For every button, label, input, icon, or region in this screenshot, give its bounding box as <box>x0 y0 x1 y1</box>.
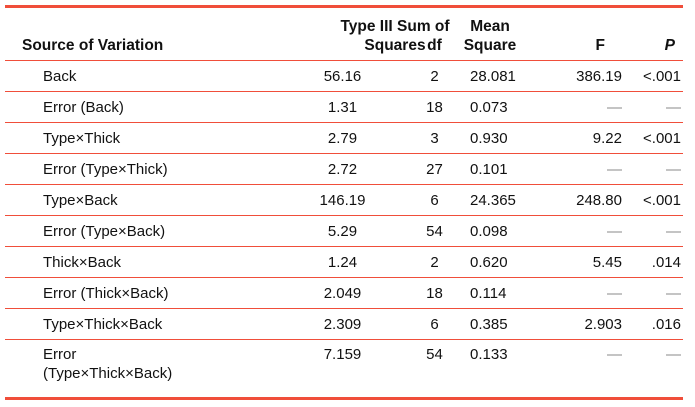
cell-df: 6 <box>400 308 455 340</box>
table-row: Type×Thick 2.79 3 0.930 9.22 <.001 <box>5 122 683 154</box>
table-row: Back 56.16 2 28.081 386.19 <.001 <box>5 60 683 92</box>
table-row: Error (Back) 1.31 18 0.073— — <box>5 91 683 123</box>
cell-p: .016 <box>630 308 683 340</box>
cell-ss: 2.049 <box>230 277 400 309</box>
table-row: Error (Type×Thick×Back) 7.159 54 0.133 — — <box>5 340 683 399</box>
cell-ms: 0.385 <box>455 308 550 340</box>
cell-f: 9.22 <box>550 122 630 154</box>
cell-p: — <box>630 215 683 247</box>
cell-ss: 2.79 <box>230 122 400 154</box>
cell-p: — <box>630 153 683 185</box>
cell-ms: 0.073 <box>455 91 550 123</box>
cell-ms: 0.133 <box>470 346 508 363</box>
cell-df: 2 <box>400 246 455 278</box>
cell-p: .014 <box>630 246 683 278</box>
table-row: Error (Thick×Back) 2.049 18 0.114— — <box>5 277 683 309</box>
header-row: Source of Variation Type III Sum of Squa… <box>5 6 683 61</box>
cell-ss: 56.16 <box>230 60 400 92</box>
cell-source: Error (Back) <box>5 91 230 123</box>
cell-f: 2.903 <box>550 308 630 340</box>
header-source: Source of Variation <box>5 6 230 61</box>
cell-ms: 0.930 <box>455 122 550 154</box>
table-row: Error (Type×Back) 5.29 54 0.098— — <box>5 215 683 247</box>
cell-f: — <box>607 346 622 363</box>
cell-source: Error (Thick×Back) <box>5 277 230 309</box>
table-row: Type×Thick×Back 2.309 6 0.385 2.903.016 <box>5 308 683 340</box>
cell-f: — <box>550 277 630 309</box>
cell-df: 18 <box>400 277 455 309</box>
table-row: Type×Back 146.19 6 24.365 248.80 <.001 <box>5 184 683 216</box>
cell-f: 248.80 <box>550 184 630 216</box>
cell-p: <.001 <box>630 184 683 216</box>
cell-f: 5.45 <box>550 246 630 278</box>
cell-p: <.001 <box>630 60 683 92</box>
cell-p: <.001 <box>630 122 683 154</box>
cell-ms: 0.620 <box>455 246 550 278</box>
cell-source: Error (Type×Back) <box>5 215 230 247</box>
cell-f: — <box>550 153 630 185</box>
cell-source: Back <box>5 60 230 92</box>
cell-source: Thick×Back <box>5 246 230 278</box>
cell-df: 54 <box>400 215 455 247</box>
header-p: P <box>630 6 683 61</box>
cell-f: — <box>550 215 630 247</box>
header-f: F <box>550 6 630 61</box>
cell-df: 27 <box>400 153 455 185</box>
cell-p: — <box>630 91 683 123</box>
cell-ms: 0.101 <box>455 153 550 185</box>
cell-f: — <box>550 91 630 123</box>
table-row: Thick×Back 1.24 2 0.620 5.45.014 <box>5 246 683 278</box>
cell-ms: 0.098 <box>455 215 550 247</box>
header-ss: Type III Sum of Squares <box>230 6 450 61</box>
cell-ms: 24.365 <box>455 184 550 216</box>
cell-df: 54 <box>426 346 443 363</box>
cell-source: Type×Thick×Back <box>5 308 230 340</box>
cell-df: 18 <box>400 91 455 123</box>
cell-df: 3 <box>400 122 455 154</box>
cell-ss: 146.19 <box>230 184 400 216</box>
cell-source: Type×Back <box>5 184 230 216</box>
cell-df: 2 <box>400 60 455 92</box>
anova-table: Source of Variation Type III Sum of Squa… <box>5 5 683 400</box>
cell-p: — <box>666 346 681 363</box>
header-ms: Mean Square <box>455 6 550 61</box>
cell-ms: 28.081 <box>455 60 550 92</box>
cell-ss: 5.29 <box>230 215 400 247</box>
cell-source: Error (Type×Thick) <box>5 153 230 185</box>
cell-f: 386.19 <box>550 60 630 92</box>
cell-source: Error (Type×Thick×Back) <box>43 346 173 382</box>
cell-ms: 0.114 <box>455 277 550 309</box>
cell-ss: 2.309 <box>230 308 400 340</box>
header-df: df <box>400 6 455 61</box>
cell-ss: 1.31 <box>230 91 400 123</box>
cell-df: 6 <box>400 184 455 216</box>
cell-p: — <box>630 277 683 309</box>
cell-ss: 7.159 <box>323 346 362 363</box>
cell-ss: 1.24 <box>230 246 400 278</box>
cell-ss: 2.72 <box>230 153 400 185</box>
cell-source: Type×Thick <box>5 122 230 154</box>
table-row: Error (Type×Thick) 2.72 27 0.101— — <box>5 153 683 185</box>
